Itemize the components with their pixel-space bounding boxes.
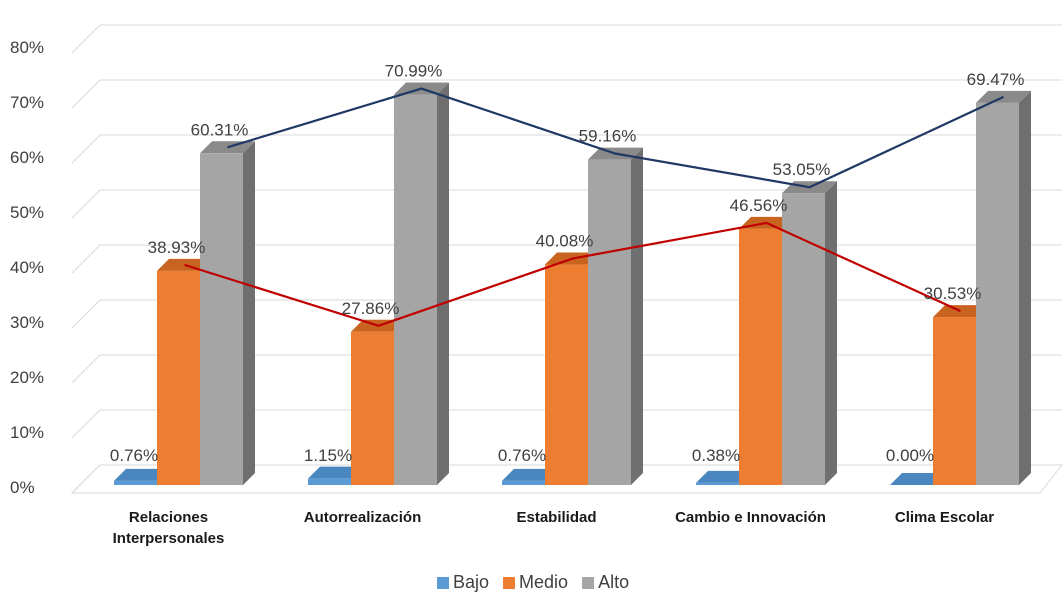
data-label-medio: 27.86% [342,299,400,318]
bar-front [351,331,394,485]
y-tick-label: 50% [10,203,44,222]
data-label-alto: 53.05% [773,160,831,179]
data-label-bajo: 1.15% [304,446,352,465]
bar-front [739,228,782,486]
y-tick-label: 60% [10,148,44,167]
bar-top [502,468,557,481]
bar-front [308,478,351,485]
legend-label-bajo: Bajo [453,572,489,592]
y-tick-label: 40% [10,258,44,277]
bar-side [243,141,255,486]
bar-front [157,270,200,485]
gridline-side [71,409,101,439]
bar-front [696,482,739,485]
gridline-side [71,354,101,384]
x-axis-category-labels: Relaciones Interpersonales Autorrealizació… [113,509,995,547]
gridline-side [71,24,101,54]
gridline-side [71,79,101,109]
legend: Bajo Medio Alto [437,572,629,592]
gridline-side [71,244,101,274]
data-label-bajo: 0.76% [498,446,546,465]
gridline-side [71,299,101,329]
bar-top [696,470,751,483]
bar-bajo [890,473,945,485]
bar-front [782,193,825,485]
gridline-side [71,134,101,164]
bar-alto [976,90,1031,485]
trend-line-medio [184,221,961,327]
data-label-medio: 30.53% [924,284,982,303]
bar-alto [394,82,449,486]
data-label-alto: 59.16% [579,127,637,146]
bar-front [200,153,243,486]
legend-swatch-medio [503,577,516,589]
bar-alto [782,181,837,485]
category-label: Autorrealización [304,509,422,526]
y-tick-label: 10% [10,423,44,442]
category-label: Estabilidad [516,509,596,526]
bar-front [933,317,976,485]
y-tick-label: 70% [10,93,44,112]
bar-front [976,102,1019,485]
bar-front [588,159,631,485]
bar-front [114,480,157,485]
data-label-alto: 60.31% [191,120,249,139]
bar-side [437,82,449,486]
data-label-bajo: 0.38% [692,446,740,465]
legend-swatch-alto [582,577,595,589]
bar-front [394,94,437,486]
data-label-alto: 69.47% [967,70,1025,89]
gridline-side [71,189,101,219]
bars [114,82,1031,486]
y-tick-label: 0% [10,478,35,497]
y-tick-label: 80% [10,38,44,57]
trend-lines [184,87,1004,327]
bar-top [308,466,363,479]
legend-label-alto: Alto [598,572,629,592]
data-label-alto: 70.99% [385,62,443,81]
y-tick-label: 20% [10,368,44,387]
bar-top [114,468,169,481]
bar-side [825,181,837,485]
legend-label-medio: Medio [519,572,568,592]
category-label: Clima Escolar [895,509,994,526]
bar-top [890,473,945,485]
y-tick-label: 30% [10,313,44,332]
bar-front [545,264,588,485]
floor [70,464,1063,494]
bar-side [1019,90,1031,485]
legend-swatch-bajo [437,577,449,589]
data-label-bajo: 0.76% [110,446,158,465]
bar-alto [588,147,643,485]
category-label: Interpersonales [113,530,225,547]
data-label-bajo: 0.00% [886,446,934,465]
y-axis-tick-labels: 0% 10% 20% 30% 40% 50% 60% 70% 80% [10,38,44,497]
bar-alto [200,141,255,486]
bar-front [502,480,545,485]
data-label-medio: 38.93% [148,238,206,257]
trend-line-alto [227,87,1004,189]
category-label: Cambio e Innovación [675,509,826,526]
category-label: Relaciones [129,509,208,526]
data-labels: 0.76% 1.15% 0.76% 0.38% 0.00% 38.93% 27.86% 40.… [110,62,1024,465]
data-label-medio: 40.08% [536,232,594,251]
data-label-medio: 46.56% [730,196,788,215]
bar-side [631,147,643,485]
